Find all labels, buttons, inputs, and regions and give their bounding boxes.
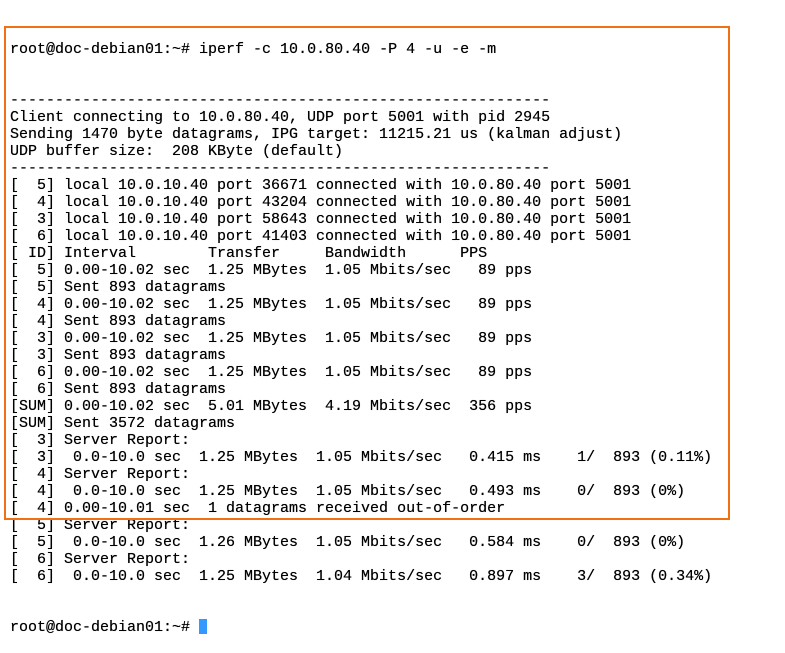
output-line: [ ID] Interval Transfer Bandwidth PPS (10, 245, 488, 262)
terminal[interactable]: root@doc-debian01:~# iperf -c 10.0.80.40… (10, 7, 712, 653)
output-line: Sending 1470 byte datagrams, IPG target:… (10, 126, 623, 143)
output-line: [SUM] 0.00-10.02 sec 5.01 MBytes 4.19 Mb… (10, 398, 533, 415)
output-line: Client connecting to 10.0.80.40, UDP por… (10, 109, 551, 126)
output-line: [ 6] 0.0-10.0 sec 1.25 MBytes 1.04 Mbits… (10, 568, 713, 585)
prompt: root@doc-debian01:~# (10, 41, 191, 58)
output-line: UDP buffer size: 208 KByte (default) (10, 143, 344, 160)
final-prompt-line: root@doc-debian01:~# (10, 619, 712, 636)
output-line: [ 3] 0.00-10.02 sec 1.25 MBytes 1.05 Mbi… (10, 330, 533, 347)
cursor (199, 619, 208, 634)
command-output: ----------------------------------------… (10, 92, 712, 585)
output-line: [ 5] Sent 893 datagrams (10, 279, 227, 296)
output-line: [ 3] Server Report: (10, 432, 191, 449)
command-text: iperf -c 10.0.80.40 -P 4 -u -e -m (199, 41, 497, 58)
output-line: [ 6] local 10.0.10.40 port 41403 connect… (10, 228, 632, 245)
output-line: [ 4] 0.0-10.0 sec 1.25 MBytes 1.05 Mbits… (10, 483, 686, 500)
output-line: [ 3] 0.0-10.0 sec 1.25 MBytes 1.05 Mbits… (10, 449, 713, 466)
output-line: [ 4] 0.00-10.01 sec 1 datagrams received… (10, 500, 506, 517)
command-line: root@doc-debian01:~# iperf -c 10.0.80.40… (10, 41, 712, 58)
output-line: [ 3] local 10.0.10.40 port 58643 connect… (10, 211, 632, 228)
prompt: root@doc-debian01:~# (10, 619, 191, 636)
output-line: [SUM] Sent 3572 datagrams (10, 415, 236, 432)
output-line: [ 3] Sent 893 datagrams (10, 347, 227, 364)
output-line: [ 6] Server Report: (10, 551, 191, 568)
output-line: [ 5] local 10.0.10.40 port 36671 connect… (10, 177, 632, 194)
output-line: [ 6] 0.00-10.02 sec 1.25 MBytes 1.05 Mbi… (10, 364, 533, 381)
output-line: ----------------------------------------… (10, 160, 551, 177)
output-line: [ 5] Server Report: (10, 517, 191, 534)
output-line: ----------------------------------------… (10, 92, 551, 109)
output-line: [ 4] 0.00-10.02 sec 1.25 MBytes 1.05 Mbi… (10, 296, 533, 313)
output-line: [ 4] local 10.0.10.40 port 43204 connect… (10, 194, 632, 211)
output-line: [ 4] Sent 893 datagrams (10, 313, 227, 330)
output-line: [ 4] Server Report: (10, 466, 191, 483)
output-line: [ 5] 0.0-10.0 sec 1.26 MBytes 1.05 Mbits… (10, 534, 686, 551)
output-line: [ 5] 0.00-10.02 sec 1.25 MBytes 1.05 Mbi… (10, 262, 533, 279)
output-line: [ 6] Sent 893 datagrams (10, 381, 227, 398)
